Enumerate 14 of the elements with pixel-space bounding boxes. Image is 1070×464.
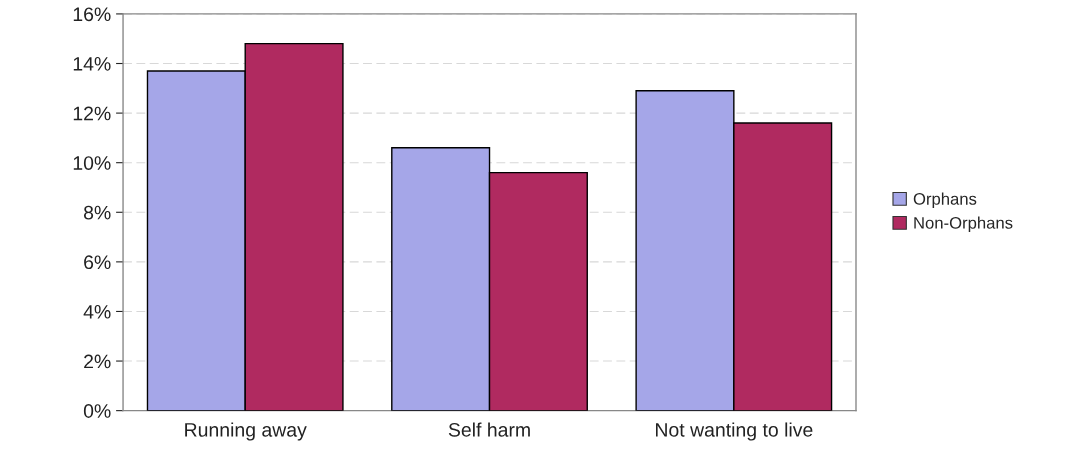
y-tick-label: 8% (83, 205, 111, 220)
x-tick-label: Not wanting to live (656, 422, 813, 441)
y-tick-label: 14% (73, 57, 111, 71)
y-tick-label: 2% (84, 354, 111, 369)
y-tick-label: 0% (83, 404, 111, 418)
y-tick-label: 12% (73, 106, 111, 121)
x-tick-label: Running away (185, 422, 307, 441)
y-tick-label: 16% (73, 7, 111, 22)
x-tick-label: Self harm (448, 422, 530, 437)
y-tick-label: 4% (83, 305, 111, 319)
y-tick-label: 6% (84, 255, 111, 270)
y-tick-label: 10% (73, 156, 111, 170)
legend-label: Orphans (913, 192, 977, 209)
legend-label: Non-Orphans (914, 216, 1013, 233)
